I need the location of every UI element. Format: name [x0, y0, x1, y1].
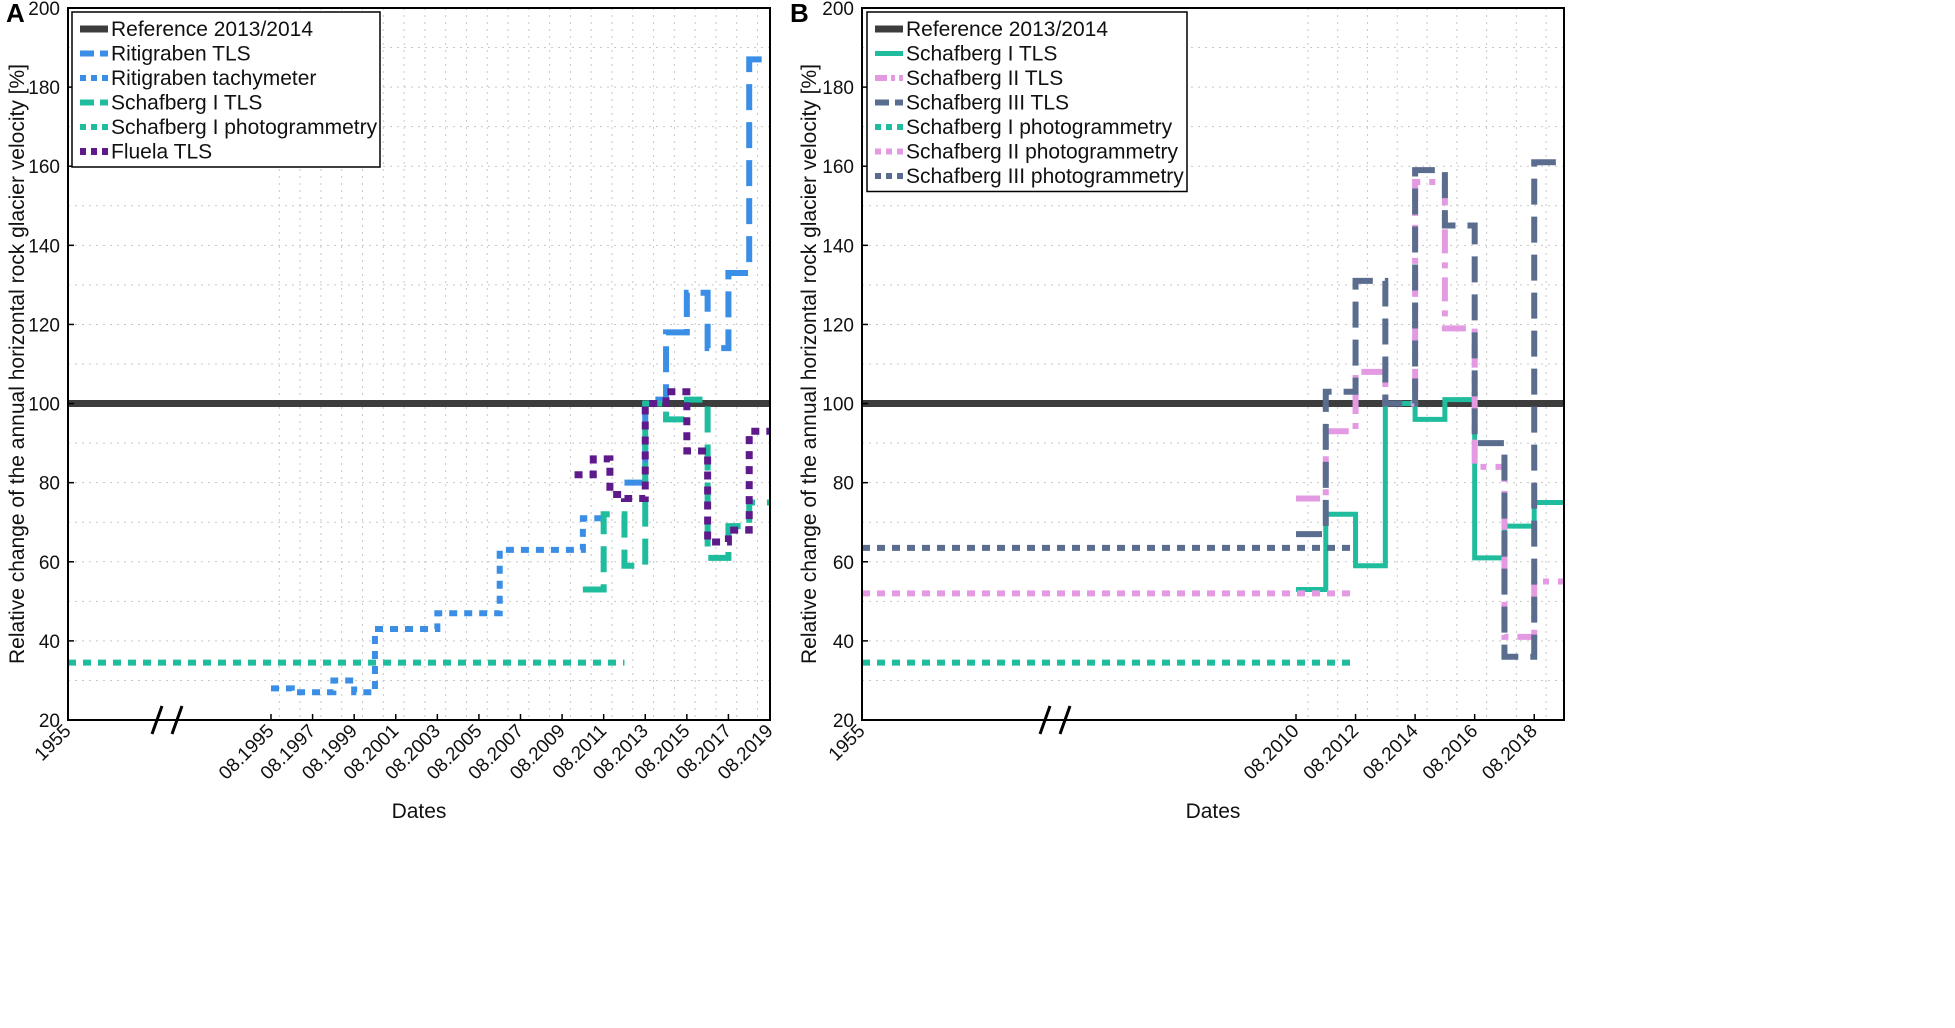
y-tick-label: 200 [28, 0, 60, 20]
y-tick-label: 200 [822, 0, 854, 20]
series-line-schafberg-ii-tls [1296, 179, 1564, 640]
panel-letter: A [6, 0, 25, 28]
y-tick-label: 20 [833, 711, 854, 732]
series-line-ritigraben-tls [624, 56, 762, 486]
series-group [68, 56, 770, 696]
series-group [862, 159, 1564, 666]
legend-entry-label: Fluela TLS [111, 141, 212, 164]
chart-panel-a: 20 40 60 80 100 120 140 160 180 200 1955 08.199508.… [6, 0, 778, 823]
y-tick-label: 80 [833, 474, 854, 495]
y-tick-label: 160 [822, 157, 854, 178]
legend-entry-label: Schafberg I TLS [111, 92, 262, 115]
y-tick-label: 160 [28, 157, 60, 178]
y-axis: 20 40 60 80 100 120 140 160 180 200 [28, 0, 74, 732]
y-tick-label: 180 [28, 78, 60, 99]
series-line-schafberg-i-tls [1296, 397, 1564, 592]
legend-entry-label: Ritigraben tachymeter [111, 67, 316, 90]
y-tick-label: 60 [39, 553, 60, 574]
y-tick-label: 80 [39, 474, 60, 495]
series-line-schafberg-iii-tls [1296, 159, 1564, 660]
y-tick-label: 100 [28, 395, 60, 416]
y-tick-label: 40 [39, 632, 60, 653]
y-tick-label: 120 [822, 315, 854, 336]
legend-entry-label: Schafberg II TLS [906, 67, 1063, 90]
y-axis-title: Relative change of the annual horizontal… [798, 64, 821, 664]
y-axis-title: Relative change of the annual horizontal… [6, 64, 29, 664]
y-tick-label: 140 [28, 236, 60, 257]
legend-entry-label: Reference 2013/2014 [906, 18, 1108, 41]
panel-letter: B [790, 0, 809, 28]
x-tick-label: 08.2012 [1300, 721, 1363, 784]
legend-entry-label: Reference 2013/2014 [111, 18, 313, 41]
x-tick-label: 08.2018 [1478, 721, 1541, 784]
y-tick-label: 100 [822, 395, 854, 416]
plot-frame [67, 7, 771, 721]
series-line-schafberg-i-tls [582, 396, 770, 593]
series-line-ritigraben-tachymeter [271, 515, 604, 696]
series-line-fluela-tls [574, 388, 770, 546]
y-axis: 20 40 60 80 100 120 140 160 180 200 [822, 0, 868, 732]
legend-entry-label: Schafberg II photogrammetry [906, 141, 1178, 164]
x-tick-label: 08.2014 [1359, 720, 1423, 784]
legend-entry-label: Schafberg III photogrammetry [906, 165, 1184, 188]
y-tick-label: 120 [28, 315, 60, 336]
x-tick-label: 08.2010 [1240, 721, 1303, 784]
x-axis-title: Dates [392, 800, 447, 823]
legend-entry-label: Schafberg I photogrammetry [906, 116, 1173, 139]
legend-entry-label: Schafberg III TLS [906, 92, 1069, 115]
x-axis: 1955 08.199508.199708.199908.200108.20030… [31, 714, 778, 784]
y-tick-label: 40 [833, 632, 854, 653]
y-tick-label: 180 [822, 78, 854, 99]
y-tick-label: 60 [833, 553, 854, 574]
x-axis-title: Dates [1186, 800, 1241, 823]
legend-entry-label: Ritigraben TLS [111, 43, 251, 66]
legend-entry-label: Schafberg I photogrammetry [111, 116, 378, 139]
y-tick-label: 140 [822, 236, 854, 257]
x-tick-label: 08.2016 [1419, 721, 1482, 784]
legend-entry-label: Schafberg I TLS [906, 43, 1057, 66]
x-tick-label: 1955 [31, 721, 76, 766]
plot-frame [861, 7, 1565, 721]
x-tick-label: 1955 [825, 721, 870, 766]
legend-box [866, 11, 1188, 193]
legend-box [71, 11, 381, 168]
grid [862, 8, 1564, 720]
y-tick-label: 20 [39, 711, 60, 732]
